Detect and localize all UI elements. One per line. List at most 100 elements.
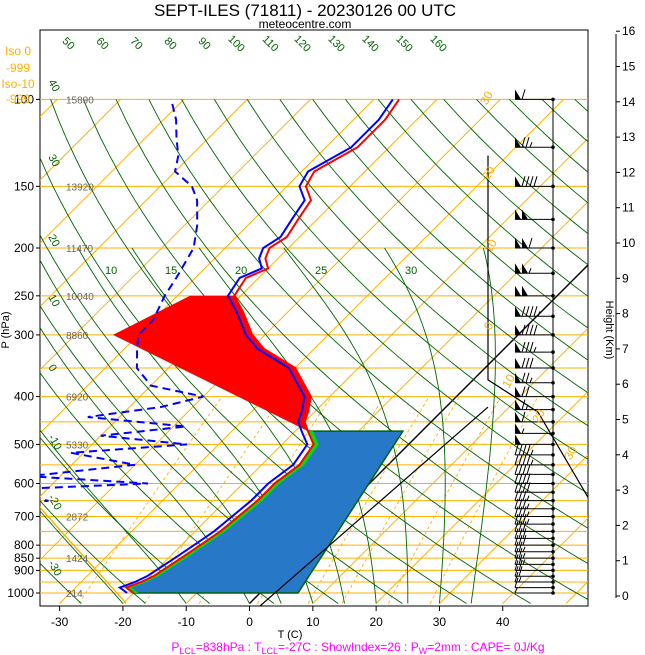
wind-barb — [514, 521, 555, 534]
wetbulb-label: 10 — [499, 371, 518, 390]
wind-barb-feather — [514, 444, 519, 456]
x-tick-label: -30 — [51, 615, 69, 629]
pressure-tick-label: 600 — [14, 476, 34, 490]
wind-barb-half-feather — [537, 311, 541, 317]
wind-barb — [514, 444, 555, 457]
wetbulb-label: 10 — [481, 236, 500, 255]
pressure-tick-label: 800 — [14, 538, 34, 552]
wind-barb-half-feather — [529, 377, 533, 383]
wind-barb-dot — [551, 568, 555, 573]
cin-region — [113, 295, 311, 432]
pressure-tick-label: 150 — [14, 179, 34, 193]
wind-barb — [515, 386, 555, 399]
height-tick-label: 15 — [622, 60, 636, 74]
wind-barb — [514, 548, 555, 560]
wind-barb-feather — [518, 506, 523, 517]
isotherm-line — [439, 454, 588, 604]
wind-barb — [515, 411, 555, 424]
mixing-ratio-label: 20 — [235, 265, 247, 277]
height-tick-label: 7 — [622, 342, 629, 356]
footer-subscript: W — [419, 646, 428, 655]
wind-barb-flag — [515, 306, 521, 317]
wind-barb-dot — [551, 394, 555, 399]
footer-part: P — [171, 640, 179, 654]
dry-adiabat-line — [40, 234, 403, 604]
wind-barbs — [514, 89, 555, 595]
height-tick-label: 11 — [622, 201, 635, 215]
wind-barb — [514, 528, 555, 541]
x-axis-label: T (C) — [278, 629, 303, 641]
mixing-ratio-line — [144, 396, 283, 604]
wind-barb — [515, 324, 555, 337]
x-tick-label: -20 — [114, 615, 132, 629]
dry-adiabat-line — [214, 99, 588, 460]
wind-barb-flag — [515, 399, 521, 410]
wind-barb-feather — [518, 521, 523, 532]
wind-barb-feather — [521, 176, 526, 187]
wind-barb-dot — [551, 549, 555, 554]
wind-barb — [514, 513, 555, 526]
wind-barb — [515, 89, 555, 102]
wind-barb-feather — [514, 577, 519, 588]
wind-barb-half-feather — [526, 518, 530, 525]
x-tick-label: 40 — [496, 615, 510, 629]
left-adiabat-label: 40 — [45, 78, 62, 95]
wind-barb-feather — [518, 548, 523, 559]
wind-barb-dot — [551, 522, 555, 526]
isotherm-lines — [40, 99, 588, 604]
geopotential-label: 11470 — [66, 244, 94, 255]
chart-title: SEPT-ILES (71811) - 20230126 00 UTC — [154, 1, 456, 20]
wind-barb-flag — [515, 285, 521, 296]
wind-barb-flag — [515, 209, 521, 220]
moist-adiabat-line — [470, 247, 496, 604]
height-tick-label: 6 — [622, 377, 629, 391]
wind-barb-dot — [551, 506, 555, 511]
wind-barb — [514, 566, 555, 579]
wind-barb-feather — [521, 306, 526, 317]
parcel-line — [40, 506, 127, 604]
wind-barb-feather — [529, 324, 534, 336]
wind-barb-half-feather — [518, 576, 522, 583]
footer-subscript: LCL — [261, 646, 278, 655]
wind-barb-feather — [533, 176, 538, 187]
isotherm-line — [122, 137, 588, 604]
wind-barb-half-feather — [528, 268, 532, 274]
wind-barb — [515, 263, 555, 276]
wind-barb-feather — [525, 176, 530, 187]
y-axis-label: P (hPa) — [0, 311, 12, 348]
height-tick-label: 8 — [622, 307, 629, 321]
geopotential-label: 8860 — [66, 331, 89, 342]
wind-barb-dot — [551, 529, 555, 534]
wind-barb-dot — [551, 463, 555, 467]
wind-barb-dot — [551, 514, 555, 519]
wind-barb-feather — [514, 513, 519, 525]
pressure-tick-label: 100 — [14, 92, 34, 106]
footer-part: =838hPa : — [196, 640, 254, 654]
geopotential-label: 1424 — [66, 554, 89, 565]
wind-barb-feather — [522, 506, 527, 517]
geopotential-label: 5330 — [66, 440, 89, 451]
wind-barb-dot — [551, 453, 555, 457]
wind-barb-feather — [529, 176, 534, 187]
side-label: Iso-10 — [1, 77, 35, 91]
dry-adiabat-line — [181, 99, 588, 495]
wind-barb-dot — [551, 543, 555, 547]
wind-barb-flag — [515, 324, 521, 335]
wind-barb-feather — [518, 554, 523, 565]
mixing-ratio-label: 30 — [405, 265, 417, 277]
wind-barb-half-feather — [533, 346, 537, 353]
pressure-tick-label: 900 — [14, 563, 34, 577]
footer-part: T — [254, 640, 262, 654]
wind-barb-feather — [518, 473, 523, 484]
wind-barb-dot — [551, 585, 555, 590]
footer-part: P — [411, 640, 419, 654]
wind-barb-flag — [522, 237, 528, 248]
wind-barb-flag — [515, 372, 521, 383]
height-tick-label: 0 — [622, 589, 629, 603]
wind-barb-flag — [515, 434, 521, 445]
pressure-tick-label: 300 — [14, 328, 34, 342]
dry-adiabat-line — [312, 99, 588, 361]
x-tick-label: 0 — [246, 615, 253, 629]
wind-barb — [514, 454, 555, 467]
